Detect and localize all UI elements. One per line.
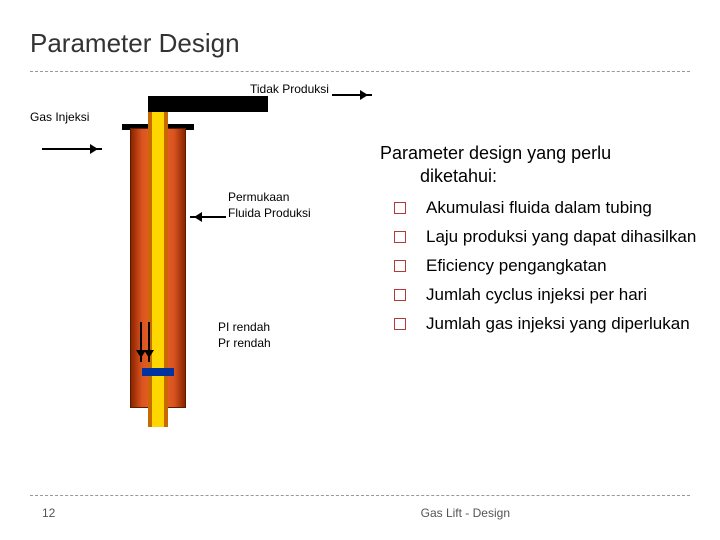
down-arrow-1 [140, 322, 142, 362]
label-permukaan-fluida: Permukaan Fluida Produksi [228, 190, 318, 221]
slide-title: Parameter Design [30, 28, 690, 59]
param-item: Jumlah gas injeksi yang diperlukan [388, 313, 710, 335]
plunger-marker [142, 368, 174, 376]
arrow-gas-injeksi [42, 148, 102, 150]
tubing [148, 142, 168, 427]
parameter-list: Akumulasi fluida dalam tubing Laju produ… [380, 197, 710, 335]
tubing-top [148, 112, 168, 142]
param-item: Eficiency pengangkatan [388, 255, 710, 277]
top-pipe-horizontal [148, 96, 268, 112]
parameter-list-block: Parameter design yang perlu diketahui: A… [380, 142, 710, 342]
content-area: Tidak Produksi Gas Injeksi Permukaan Flu… [30, 82, 690, 462]
param-item: Jumlah cyclus injeksi per hari [388, 284, 710, 306]
heading-line2: diketahui: [380, 165, 710, 188]
footer-divider [30, 495, 690, 496]
label-tidak-produksi: Tidak Produksi [250, 82, 329, 96]
down-arrow-2 [148, 322, 150, 362]
label-pi-pr: PI rendah Pr rendah [218, 320, 271, 351]
heading-line1: Parameter design yang perlu [380, 143, 611, 163]
label-gas-injeksi: Gas Injeksi [30, 110, 89, 124]
arrow-tidak [332, 94, 372, 96]
arrow-permukaan [190, 216, 226, 218]
param-item: Laju produksi yang dapat dihasilkan [388, 226, 710, 248]
well-diagram [130, 90, 220, 440]
footer-text: Gas Lift - Design [421, 506, 510, 520]
param-item: Akumulasi fluida dalam tubing [388, 197, 710, 219]
parameter-heading: Parameter design yang perlu diketahui: [380, 142, 710, 189]
page-number: 12 [42, 506, 55, 520]
title-divider [30, 71, 690, 72]
